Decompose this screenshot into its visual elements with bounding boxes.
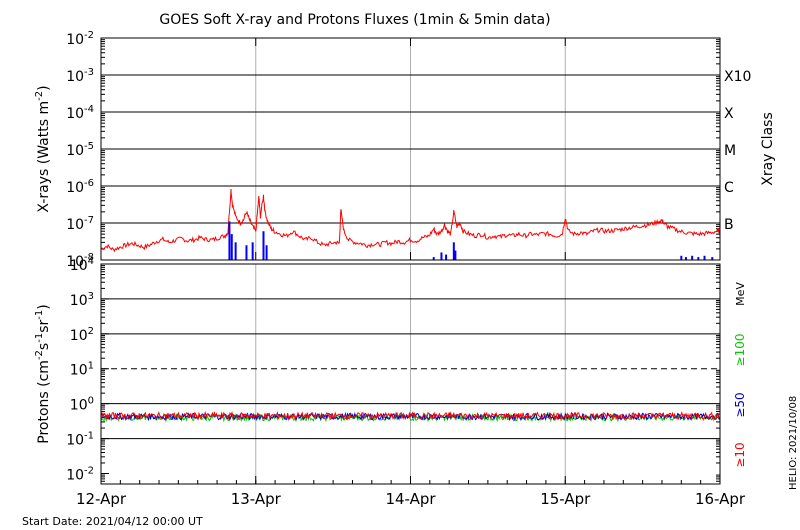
- xray-tick-label: 10-8: [66, 252, 94, 270]
- proton-series: [100, 411, 721, 422]
- proton-legend-entry: ≥50: [733, 392, 747, 417]
- proton-tick-label: 102: [70, 326, 94, 344]
- proton-tick-label: 10-1: [66, 431, 94, 449]
- xray-class-label: X: [724, 106, 734, 122]
- proton-legend-entry: ≥100: [733, 334, 747, 367]
- time-axis: 12-Apr 13-Apr 14-Apr 15-Apr 16-Apr: [76, 38, 746, 508]
- proton-legend-entry: ≥10: [733, 442, 747, 467]
- proton-series: [100, 410, 721, 421]
- xray-class-label: B: [724, 217, 734, 233]
- proton-tick-label: 103: [70, 291, 94, 309]
- xray-axis-label: X-rays (Watts m-2): [34, 85, 52, 212]
- xray-class-label: X10: [724, 69, 751, 85]
- time-tick-label: 12-Apr: [76, 490, 127, 508]
- xray-tick-label: 10-4: [66, 104, 94, 122]
- proton-tick-label: 104: [70, 256, 94, 274]
- proton-axis-label: Protons (cm-2s-1sr-1): [34, 304, 52, 443]
- proton-tick-label: 101: [70, 361, 94, 379]
- xray-long-series: [100, 188, 721, 253]
- chart-title: GOES Soft X-ray and Protons Fluxes (1min…: [159, 12, 550, 28]
- proton-tick-label: 100: [70, 396, 94, 414]
- xray-tick-label: 10-7: [66, 215, 94, 233]
- xray-class-label: C: [724, 180, 734, 196]
- xray-tick-label: 10-3: [66, 67, 94, 85]
- xray-tick-label: 10-2: [66, 30, 94, 48]
- start-date-label: Start Date: 2021/04/12 00:00 UT: [22, 515, 203, 528]
- time-tick-label: 13-Apr: [231, 490, 282, 508]
- proton-tick-label: 10-2: [66, 465, 94, 483]
- time-tick-label: 15-Apr: [540, 490, 591, 508]
- xray-class-label: M: [724, 143, 736, 159]
- time-tick-label: 14-Apr: [385, 490, 436, 508]
- proton-panel: 104 103 102 101 100 10-1 10-2 Protons (cm-2s-1s…: [34, 256, 747, 485]
- xray-tick-label: 10-5: [66, 141, 94, 159]
- xray-panel: 10-2 10-3 10-4 10-5 10-6 10-7 10-8 X10 X M C B Xray …: [34, 30, 776, 270]
- xray-tick-label: 10-6: [66, 178, 94, 196]
- xray-class-axis-label: Xray Class: [760, 112, 776, 186]
- time-tick-label: 16-Apr: [695, 490, 746, 508]
- proton-unit-label: MeV: [734, 282, 747, 306]
- side-date-stamp: HELIO: 2021/10/08: [788, 396, 799, 490]
